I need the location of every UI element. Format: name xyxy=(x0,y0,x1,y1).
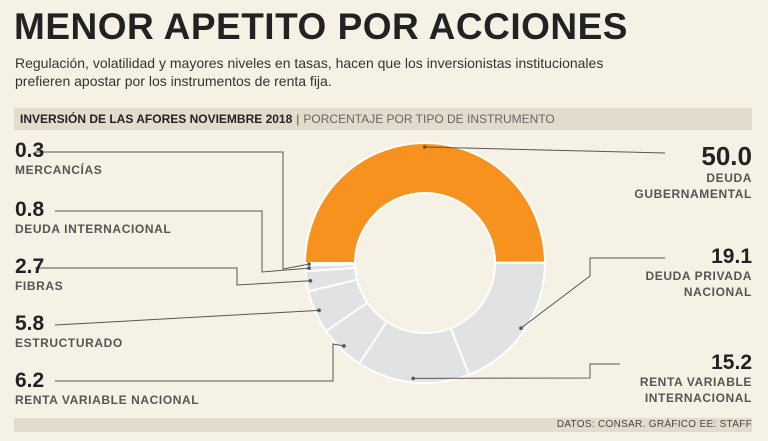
leader-deuda-privada xyxy=(520,257,665,329)
value-deuda-gubernamental: 50.0 xyxy=(701,141,752,171)
category-deuda-privada-line2: NACIONAL xyxy=(683,285,752,299)
label-deuda-privada: 19.1 DEUDA PRIVADA NACIONAL xyxy=(646,246,752,300)
value-fibras: 2.7 xyxy=(15,255,45,278)
label-fibras: 2.7 FIBRAS xyxy=(15,256,63,294)
category-renta-variable-nacional: RENTA VARIABLE NACIONAL xyxy=(15,393,200,407)
category-deuda-gubernamental-line1: DEUDA xyxy=(706,171,752,185)
value-estructurado: 5.8 xyxy=(15,312,45,335)
label-deuda-internacional: 0.8 DEUDA INTERNACIONAL xyxy=(15,199,171,237)
value-renta-variable-internacional: 15.2 xyxy=(711,351,752,374)
leader-deuda-gubernamental xyxy=(424,146,666,154)
category-fibras: FIBRAS xyxy=(15,279,64,293)
label-mercancias: 0.3 MERCANCÍAS xyxy=(15,140,102,178)
value-deuda-privada: 19.1 xyxy=(711,245,752,268)
leader-lines xyxy=(35,145,666,382)
band-title: INVERSIÓN DE LAS AFORES NOVIEMBRE 2018 xyxy=(20,112,293,126)
leader-deuda-privada-dot xyxy=(519,326,523,330)
slice-deuda-privada-nacional xyxy=(449,261,546,376)
leader-fibras-dot xyxy=(308,278,313,283)
value-mercancias: 0.3 xyxy=(15,139,45,162)
band-separator: | xyxy=(296,112,300,126)
category-mercancias: MERCANCÍAS xyxy=(15,163,103,177)
label-estructurado: 5.8 ESTRUCTURADO xyxy=(15,313,123,351)
chart-subtitle: Regulación, volatilidad y mayores nivele… xyxy=(15,55,604,89)
leader-renta-variable-nacional xyxy=(55,343,345,382)
leader-renta-variable-internacional xyxy=(413,363,620,379)
category-estructurado: ESTRUCTURADO xyxy=(15,336,123,350)
band-subtitle: PORCENTAJE POR TIPO DE INSTRUMENTO xyxy=(303,112,555,126)
slice-mercancias xyxy=(303,262,357,267)
chart-title: MENOR APETITO POR ACCIONES xyxy=(14,6,628,47)
category-deuda-internacional: DEUDA INTERNACIONAL xyxy=(15,222,172,236)
leader-deuda-internacional xyxy=(55,210,310,273)
label-deuda-gubernamental: 50.0 DEUDA GUBERNAMENTAL xyxy=(634,142,752,202)
category-deuda-privada-line1: DEUDA PRIVADA xyxy=(645,269,752,283)
leader-estructurado-dot xyxy=(317,308,321,313)
leader-renta-variable-internacional-dot xyxy=(411,376,415,381)
source-credit: DATOS: CONSAR. GRÁFICO EE: STAFF xyxy=(556,419,752,430)
value-deuda-internacional: 0.8 xyxy=(15,198,45,221)
value-renta-variable-nacional: 6.2 xyxy=(15,369,45,392)
leader-renta-variable-nacional-dot xyxy=(342,344,346,348)
leader-fibras xyxy=(35,267,311,286)
category-deuda-gubernamental-line2: GUBERNAMENTAL xyxy=(634,187,752,201)
footer-band xyxy=(14,418,752,432)
slice-deuda-gubernamental xyxy=(303,142,547,264)
category-renta-variable-internacional-line1: RENTA VARIABLE xyxy=(639,375,752,389)
chart-header-band: INVERSIÓN DE LAS AFORES NOVIEMBRE 2018 | P… xyxy=(14,108,752,130)
label-renta-variable-internacional: 15.2 RENTA VARIABLE INTERNACIONAL xyxy=(640,352,752,406)
label-renta-variable-nacional: 6.2 RENTA VARIABLE NACIONAL xyxy=(15,370,199,408)
category-renta-variable-internacional-line2: INTERNACIONAL xyxy=(644,391,752,405)
leader-mercancias-dot xyxy=(307,262,311,266)
leader-mercancias xyxy=(35,151,310,270)
leader-deuda-gubernamental-dot xyxy=(423,145,427,149)
leader-deuda-internacional-dot xyxy=(307,266,311,270)
leader-estructurado xyxy=(54,309,320,326)
donut-slices xyxy=(303,142,547,384)
